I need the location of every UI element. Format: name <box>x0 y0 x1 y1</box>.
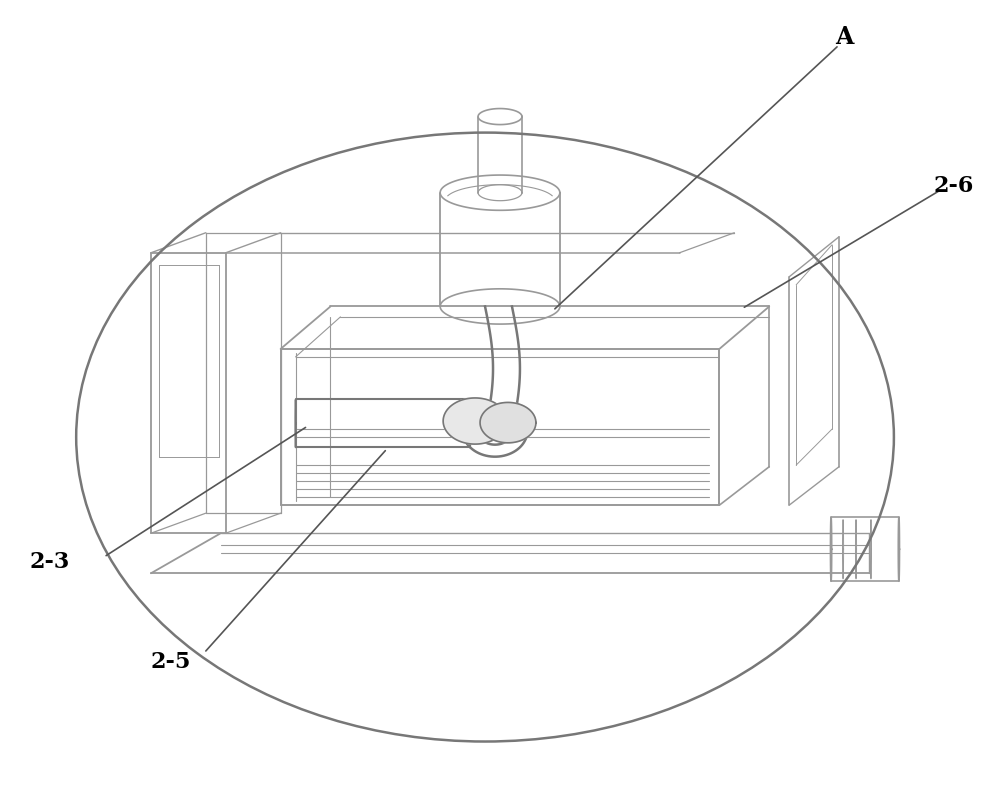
Text: 2-3: 2-3 <box>29 551 69 573</box>
Text: 2-5: 2-5 <box>151 650 191 673</box>
Polygon shape <box>443 398 507 445</box>
Text: 2-6: 2-6 <box>934 174 974 197</box>
Polygon shape <box>480 403 536 443</box>
Text: A: A <box>835 26 853 49</box>
